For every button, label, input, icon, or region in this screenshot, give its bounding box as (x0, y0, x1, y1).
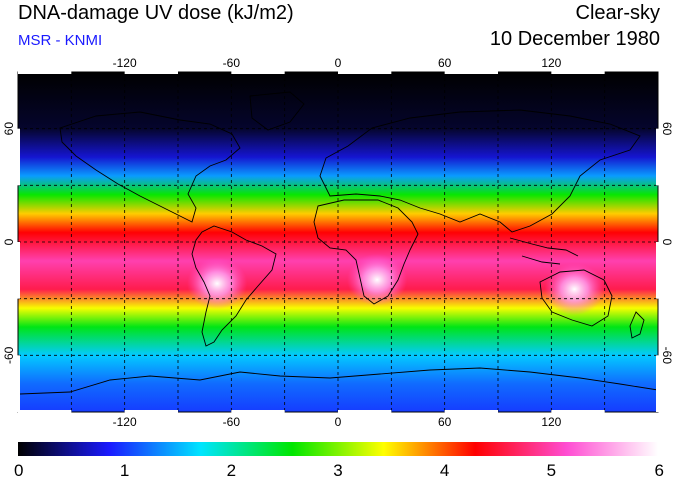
lon-tick-label: 60 (438, 415, 452, 429)
graticule (18, 72, 658, 412)
lat-tick-label: 0 (660, 239, 674, 246)
lat-tick-label: 60 (2, 122, 16, 136)
colorbar-label: 1 (120, 461, 129, 480)
coastline-australia (539, 269, 613, 327)
lon-tick-label: -60 (223, 415, 241, 429)
frame-tick (124, 410, 178, 414)
frame-tick (18, 410, 72, 414)
colorbar-labels: 0 1 2 3 4 5 6 (14, 461, 664, 480)
coastline-africa (313, 199, 419, 305)
colorbar (18, 442, 658, 456)
colorbar-label: 6 (655, 461, 664, 480)
lat-tick-label: 60 (660, 122, 674, 136)
header-subtitle: MSR - KNMI (18, 32, 103, 49)
lon-labels-bottom: -120 -60 0 60 120 (113, 415, 562, 429)
lat-tick-label: -60 (660, 347, 674, 365)
hotspot-layer (187, 253, 605, 316)
colorbar-label: 0 (14, 461, 23, 480)
colorbar-label: 2 (227, 461, 236, 480)
lat-tick-label: 0 (2, 238, 16, 245)
colorbar-label: 4 (440, 461, 449, 480)
frame-tick (551, 410, 605, 414)
frame-tick (656, 128, 660, 186)
hotspot-andes (187, 257, 248, 310)
lon-labels-top: -120 -60 0 60 120 (113, 56, 562, 70)
frame-tick (16, 128, 20, 186)
sky-condition: Clear-sky (575, 2, 660, 24)
frame-tick (338, 70, 392, 74)
frame-tick (124, 70, 178, 74)
header-title: DNA-damage UV dose (kJ/m2) (18, 2, 294, 24)
frame-tick-bars (16, 70, 660, 414)
map-date: 10 December 1980 (489, 28, 660, 50)
lat-labels-left: 60 0 -60 (2, 122, 16, 364)
lat-labels-right: 60 0 -60 (660, 122, 674, 364)
coastline-new-zealand (629, 311, 645, 339)
frame-tick (18, 70, 72, 74)
hotspot-southern-africa (347, 253, 408, 306)
coastline-antarctica (19, 367, 658, 395)
lon-tick-label: 120 (541, 56, 561, 70)
lon-tick-label: 0 (335, 415, 342, 429)
lon-tick-label: 60 (438, 56, 452, 70)
coastline-eurasia (319, 109, 641, 233)
lon-tick-label: -60 (223, 56, 241, 70)
frame-tick (656, 242, 660, 299)
coastline-north-america (59, 111, 241, 223)
frame-tick (231, 410, 285, 414)
lat-tick-label: -60 (2, 346, 16, 364)
frame-tick (338, 410, 392, 414)
coastline-greenland (249, 91, 305, 131)
frame-tick (231, 70, 285, 74)
frame-tick (551, 70, 605, 74)
lon-tick-label: 0 (335, 56, 342, 70)
frame-tick (16, 242, 20, 299)
frame-tick (16, 355, 20, 412)
lon-tick-label: -120 (113, 415, 137, 429)
hotspot-australia (544, 263, 605, 316)
colorbar-label: 5 (547, 461, 556, 480)
frame-tick (656, 355, 660, 412)
frame-tick (444, 410, 498, 414)
frame-tick (444, 70, 498, 74)
lon-tick-label: 120 (541, 415, 561, 429)
lon-tick-label: -120 (113, 56, 137, 70)
coastline-south-america (191, 225, 277, 347)
colorbar-label: 3 (333, 461, 342, 480)
